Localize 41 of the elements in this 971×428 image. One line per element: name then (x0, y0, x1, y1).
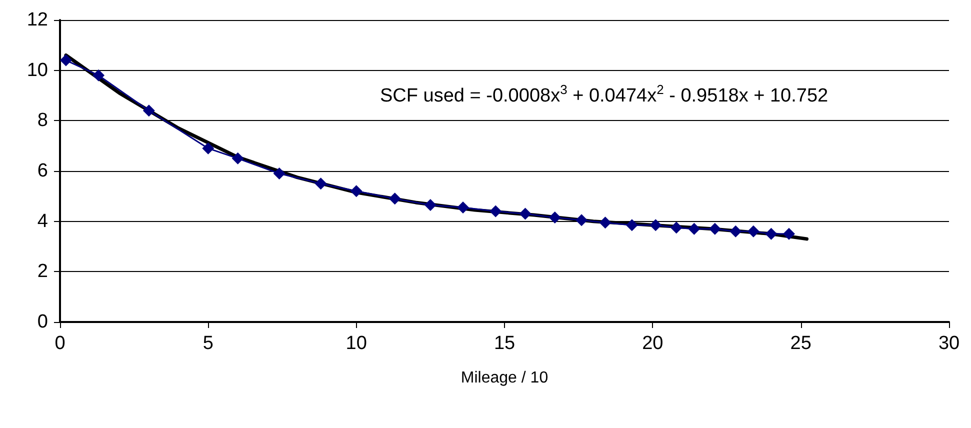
point (708, 222, 721, 235)
point (202, 142, 214, 154)
x-tick-label: 15 (494, 333, 516, 354)
point (388, 192, 401, 205)
point (670, 222, 682, 234)
x-axis-title: Mileage / 10 (460, 370, 548, 386)
y-tick-label: 6 (37, 160, 48, 182)
x-tick-label: 5 (202, 333, 214, 354)
y-tick-label: 8 (37, 110, 48, 132)
point (765, 228, 778, 240)
point (688, 222, 700, 235)
x-tick-label: 20 (642, 333, 664, 354)
point (747, 225, 760, 238)
y-tick-label: 2 (37, 261, 48, 282)
x-tick-label: 30 (938, 333, 960, 354)
point (599, 216, 612, 229)
point (60, 54, 72, 66)
point (424, 198, 436, 211)
point (782, 228, 795, 240)
y-tick-label: 0 (37, 312, 48, 332)
x-tick-label: 10 (346, 333, 367, 354)
point (650, 219, 662, 232)
point (92, 69, 105, 82)
point (273, 168, 286, 180)
x-tick-label: 25 (790, 333, 812, 354)
point (626, 219, 638, 232)
x-tick-label: 0 (54, 333, 66, 354)
y-tick-label: 10 (26, 60, 48, 81)
point (142, 104, 155, 117)
point (576, 214, 588, 226)
point (232, 152, 244, 164)
y-tick-label: 12 (26, 10, 48, 30)
point (519, 208, 532, 220)
point (730, 225, 742, 238)
point (490, 205, 502, 218)
point (350, 185, 362, 198)
point (457, 201, 470, 214)
point (548, 212, 561, 224)
annotation: SCF used = -0.0008x$^{3}$ + 0.0474x$^{2}$ - 0.9518x + 10.752 (378, 80, 830, 110)
y-tick-label: 4 (37, 210, 48, 232)
point (314, 178, 327, 190)
